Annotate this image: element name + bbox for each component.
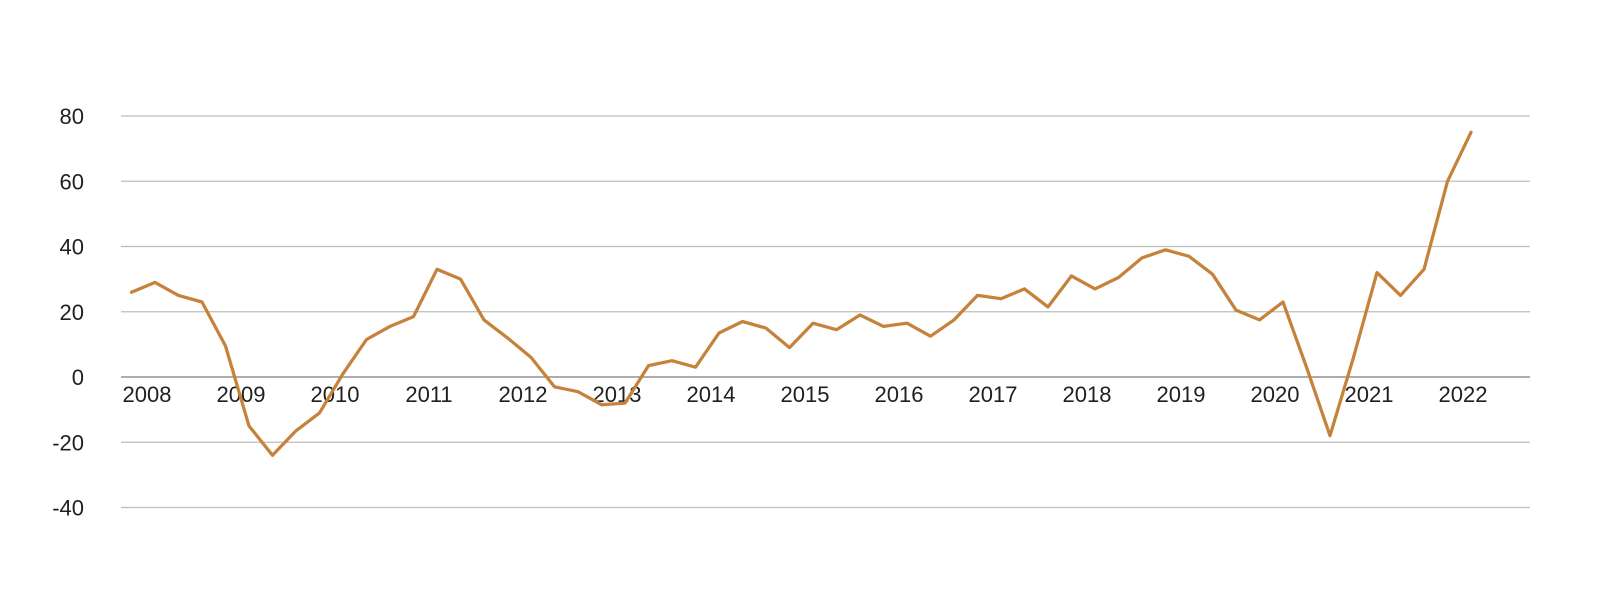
y-axis-tick-label: 60 bbox=[60, 169, 84, 194]
x-axis-tick-label: 2019 bbox=[1157, 382, 1206, 407]
y-axis-tick-label: 20 bbox=[60, 300, 84, 325]
y-axis-tick-label: -20 bbox=[52, 430, 84, 455]
x-axis-tick-label: 2018 bbox=[1063, 382, 1112, 407]
x-axis-tick-label: 2012 bbox=[499, 382, 548, 407]
y-axis-tick-label: 0 bbox=[72, 365, 84, 390]
x-axis-tick-label: 2011 bbox=[405, 382, 452, 407]
y-axis-tick-label: -40 bbox=[52, 496, 84, 521]
y-axis-tick-label: 80 bbox=[60, 104, 84, 129]
x-axis-tick-label: 2016 bbox=[875, 382, 924, 407]
x-axis-tick-label: 2015 bbox=[781, 382, 830, 407]
data-line bbox=[129, 130, 1473, 457]
x-axis-tick-label: 2022 bbox=[1439, 382, 1488, 407]
x-axis-tick-label: 2008 bbox=[123, 382, 172, 407]
x-axis-tick-label: 2017 bbox=[969, 382, 1018, 407]
y-axis-tick-label: 40 bbox=[60, 235, 84, 260]
x-axis-tick-label: 2020 bbox=[1251, 382, 1300, 407]
x-axis-tick-label: 2014 bbox=[687, 382, 736, 407]
x-axis-tick-label: 2021 bbox=[1345, 382, 1394, 407]
